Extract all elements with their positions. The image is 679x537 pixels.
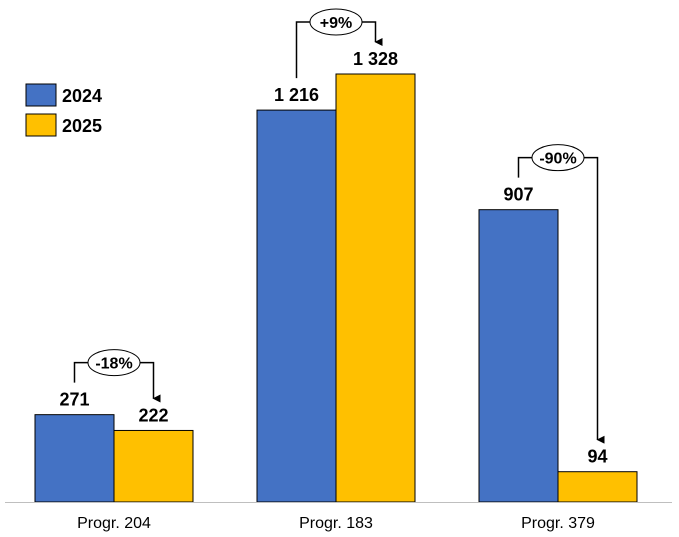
change-label: -90% — [539, 151, 576, 168]
bar-2025-1 — [335, 73, 416, 503]
change-ellipse — [309, 8, 363, 36]
x-tick-label: Progr. 183 — [299, 515, 373, 532]
x-tick-label: Progr. 204 — [77, 515, 151, 532]
data-label: 94 — [587, 447, 607, 467]
bars: 271 222 1 216 1 328 907 94 — [34, 49, 638, 503]
change-label: +9% — [320, 15, 352, 32]
change-annotations: -18% +9% -90% — [73, 8, 605, 444]
legend: 2024 2025 — [25, 83, 102, 137]
x-tick-label: Progr. 379 — [521, 515, 595, 532]
bar-2025-0 — [113, 429, 194, 503]
bar-2024-2 — [478, 209, 559, 503]
bar-2024-1 — [256, 109, 337, 503]
legend-label: 2025 — [62, 116, 102, 136]
change-label: -18% — [95, 356, 132, 373]
data-label: 271 — [59, 390, 89, 410]
legend-swatch-2024 — [25, 83, 57, 107]
change-ellipse — [87, 349, 141, 377]
x-ticks: Progr. 204 Progr. 183 Progr. 379 — [77, 515, 595, 532]
bracket-arrow — [584, 156, 605, 444]
data-label: 1 216 — [274, 85, 319, 105]
data-label: 1 328 — [353, 49, 398, 69]
bracket-arrow — [140, 361, 161, 403]
bar-2024-0 — [34, 414, 115, 503]
change-ellipse — [531, 144, 585, 172]
legend-label: 2024 — [62, 86, 102, 106]
bracket-arrow — [362, 21, 383, 46]
legend-swatch-2025 — [25, 113, 57, 137]
data-label: 222 — [138, 405, 168, 425]
bracket-left — [517, 156, 532, 178]
bar-2025-2 — [557, 471, 638, 503]
bracket-left — [295, 21, 310, 79]
bracket-left — [73, 361, 88, 383]
data-label: 907 — [503, 185, 533, 205]
